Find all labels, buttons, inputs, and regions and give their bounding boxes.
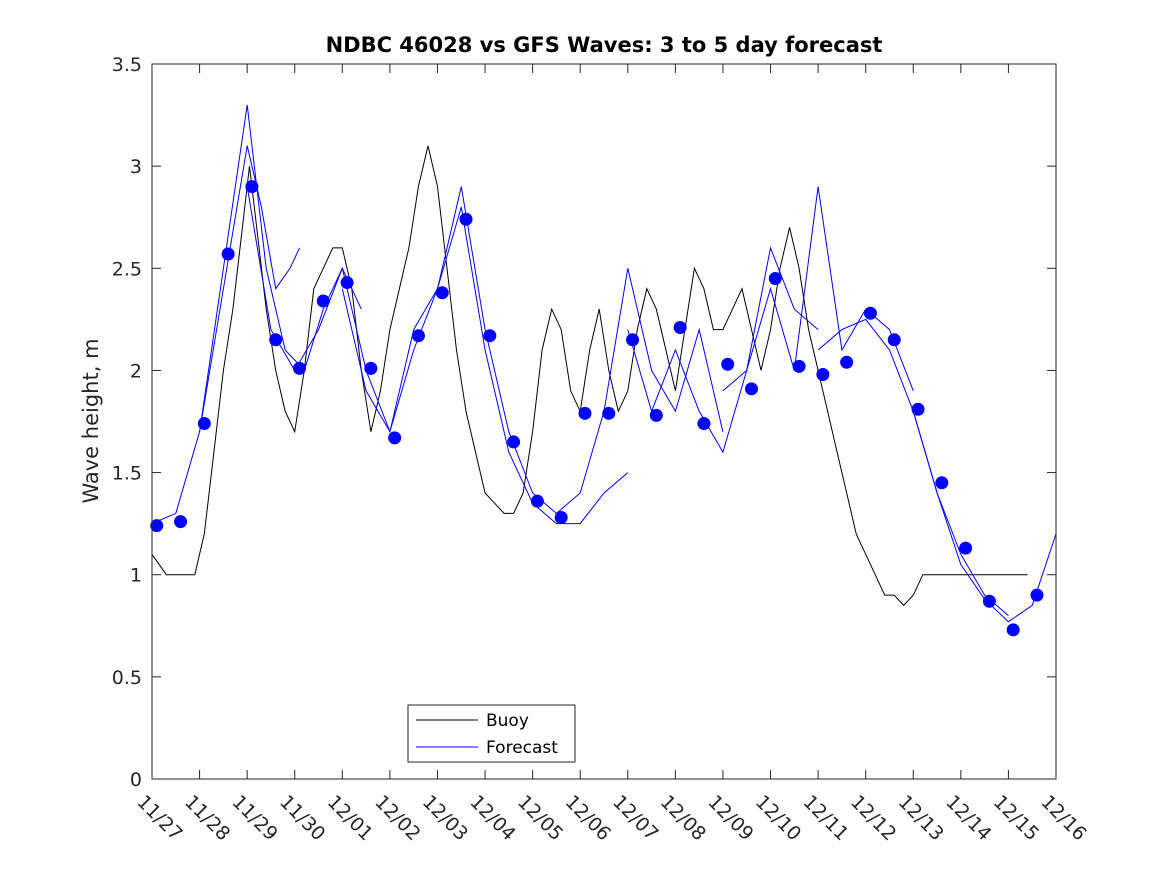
forecast-marker	[959, 541, 973, 555]
legend: Buoy Forecast	[407, 704, 576, 763]
forecast-marker	[245, 180, 259, 194]
forecast-marker	[673, 321, 687, 335]
plot-frame	[151, 63, 1057, 780]
x-tick-label: 12/14	[941, 791, 995, 845]
forecast-marker	[578, 406, 592, 420]
x-tick-label: 12/11	[799, 791, 853, 845]
forecast-marker	[411, 329, 425, 343]
x-tick-label: 12/16	[1036, 791, 1090, 845]
forecast-marker	[292, 361, 306, 375]
x-tick-label: 12/08	[656, 791, 710, 845]
forecast-marker	[221, 247, 235, 261]
forecast-marker	[982, 594, 996, 608]
forecast-run-line	[151, 145, 300, 525]
forecast-run-line	[532, 268, 724, 515]
x-tick-label: 12/07	[608, 791, 662, 845]
y-axis-label: Wave height, m	[79, 338, 103, 503]
x-tick-label: 12/05	[513, 791, 567, 845]
x-tick-label: 11/28	[180, 791, 234, 845]
forecast-marker	[316, 294, 330, 308]
forecast-marker	[483, 329, 497, 343]
y-tick-label: 2.5	[112, 258, 142, 280]
y-tick-label: 3.5	[112, 54, 142, 76]
forecast-run-line	[627, 246, 819, 454]
forecast-marker	[435, 286, 449, 300]
forecast-run-line	[199, 104, 362, 432]
x-tick-label: 12/04	[466, 791, 520, 845]
forecast-marker	[792, 359, 806, 373]
x-tick-label: 12/06	[561, 791, 615, 845]
x-tick-label: 11/30	[275, 791, 329, 845]
forecast-marker	[388, 431, 402, 445]
forecast-marker	[744, 382, 758, 396]
forecast-marker	[197, 417, 211, 431]
forecast-marker	[840, 355, 854, 369]
x-tick-label: 11/29	[228, 791, 282, 845]
forecast-marker	[911, 402, 925, 416]
y-tick-label: 1.5	[112, 463, 142, 485]
forecast-marker	[768, 272, 782, 285]
y-tick-label: 2	[130, 360, 142, 382]
forecast-marker	[150, 519, 164, 533]
forecast-marker	[530, 494, 544, 508]
forecast-marker	[554, 511, 568, 525]
forecast-run-line	[722, 186, 914, 392]
forecast-marker	[935, 476, 949, 490]
forecast-marker	[364, 361, 378, 375]
x-tick-label: 12/10	[751, 791, 805, 845]
x-tick-label: 12/15	[989, 791, 1043, 845]
forecast-marker	[459, 212, 473, 226]
forecast-marker	[697, 417, 711, 431]
x-tick-label: 11/27	[132, 791, 186, 845]
x-tick-label: 12/01	[323, 791, 377, 845]
x-tick-label: 12/12	[846, 791, 900, 845]
forecast-marker	[507, 435, 521, 449]
legend-label-buoy: Buoy	[486, 711, 529, 731]
forecast-marker	[269, 333, 283, 347]
forecast-marker	[1030, 588, 1044, 602]
x-tick-label: 12/13	[894, 791, 948, 845]
forecast-marker	[649, 408, 663, 422]
forecast-marker	[1006, 623, 1020, 637]
forecast-marker	[174, 515, 188, 529]
forecast-marker	[887, 333, 901, 347]
forecast-marker	[340, 276, 354, 290]
y-axis-ticks: 0 0.5 1 1.5 2 2.5 3 3.5	[112, 54, 1056, 791]
y-tick-label: 0	[130, 769, 142, 791]
legend-box	[407, 704, 576, 763]
forecast-marker	[602, 406, 616, 420]
forecast-marker	[721, 357, 735, 371]
forecast-marker	[816, 368, 830, 382]
forecast-marker	[863, 306, 877, 320]
forecast-marker	[626, 333, 640, 347]
buoy-series-line	[151, 145, 1028, 607]
x-tick-label: 12/03	[418, 791, 472, 845]
chart-title: NDBC 46028 vs GFS Waves: 3 to 5 day fore…	[326, 33, 883, 57]
x-tick-label: 12/02	[370, 791, 424, 845]
y-tick-label: 3	[130, 156, 142, 178]
legend-label-forecast: Forecast	[486, 738, 558, 758]
plot-background	[152, 64, 1056, 779]
y-tick-label: 1	[130, 565, 142, 587]
data-layer	[150, 104, 1057, 637]
y-tick-label: 0.5	[112, 667, 142, 689]
x-tick-label: 12/09	[703, 791, 757, 845]
